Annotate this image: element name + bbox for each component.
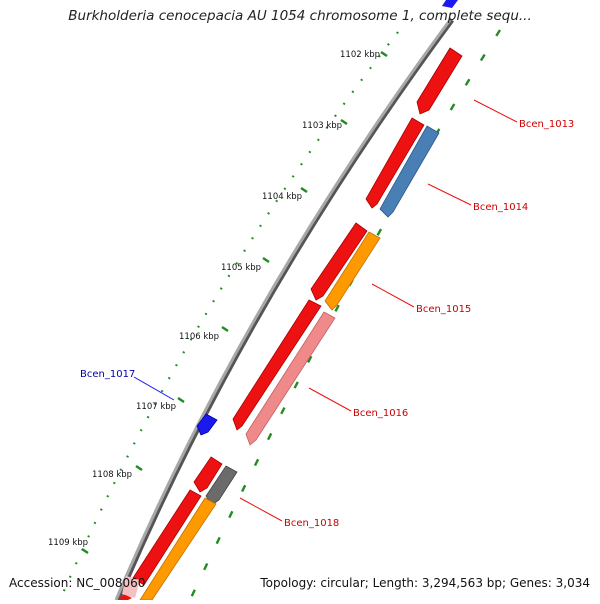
tick-label: 1102 kbp: [340, 50, 380, 60]
tick-label: 1108 kbp: [92, 470, 132, 480]
gene-label-text[interactable]: Bcen_1015: [416, 304, 471, 315]
chromosome-backbone: [114, 19, 452, 601]
gene-label-bcen-1013[interactable]: Bcen_1013: [473, 99, 574, 130]
tick-1103: 1103 kbp: [302, 118, 348, 131]
tick-1107: 1107 kbp: [136, 396, 185, 412]
gene-bcen-1018: [205, 465, 238, 506]
tick-1106: 1106 kbp: [179, 325, 229, 342]
gene-bcen-1015: [324, 231, 381, 311]
gene-label-bcen-1014[interactable]: Bcen_1014: [427, 183, 528, 213]
gene-bcen-1014: [379, 125, 440, 218]
tick-1109: 1109 kbp: [48, 538, 89, 555]
gene-label-text[interactable]: Bcen_1017: [80, 369, 135, 380]
gene-label-text[interactable]: Bcen_1013: [519, 119, 574, 130]
gene-red-lower: [132, 489, 202, 586]
tick-label: 1105 kbp: [221, 263, 261, 273]
outer-dashed-track: [188, 29, 502, 601]
gene-label-text[interactable]: Bcen_1018: [284, 518, 339, 529]
tick-label: 1107 kbp: [136, 402, 176, 412]
tick-1108: 1108 kbp: [92, 464, 143, 480]
gene-bcen-1015-upper: [310, 222, 368, 301]
gene-label-text[interactable]: Bcen_1014: [473, 202, 528, 213]
gene-label-bcen-1016[interactable]: Bcen_1016: [308, 387, 408, 419]
tick-1105: 1105 kbp: [221, 256, 270, 273]
gene-bcen-1013: [416, 47, 463, 115]
gene-bcen-1017: [196, 413, 218, 436]
gene-label-bcen-1017[interactable]: Bcen_1017: [80, 369, 175, 401]
tick-1104: 1104 kbp: [262, 186, 308, 202]
ruler-dotted-track: [58, 31, 399, 601]
accession-text: Accession: NC_008060: [9, 576, 146, 590]
gene-label-bcen-1018[interactable]: Bcen_1018: [239, 497, 339, 529]
topology-summary: Topology: circular; Length: 3,294,563 bp…: [260, 576, 590, 590]
gene-pink-bottom: [122, 576, 140, 598]
tick-label: 1104 kbp: [262, 192, 302, 202]
gene-red-bottom: [118, 594, 132, 600]
gene-label-text[interactable]: Bcen_1016: [353, 408, 408, 419]
gene-label-bcen-1015[interactable]: Bcen_1015: [371, 283, 471, 315]
gene-bcen-1016-upper: [232, 299, 322, 431]
gene-bcen-1014-upper: [365, 117, 425, 209]
gene-bcen-1018-upper: [193, 456, 223, 493]
chromosome-backbone-shadow: [115, 18, 455, 601]
tick-label: 1106 kbp: [179, 332, 219, 342]
tick-label: 1109 kbp: [48, 538, 88, 548]
map-title: Burkholderia cenocepacia AU 1054 chromos…: [68, 8, 532, 24]
gene-bcen-1016: [245, 311, 336, 446]
tick-1102: 1102 kbp: [340, 50, 388, 60]
gene-partial-blue: [442, 0, 458, 8]
tick-label: 1103 kbp: [302, 121, 342, 131]
